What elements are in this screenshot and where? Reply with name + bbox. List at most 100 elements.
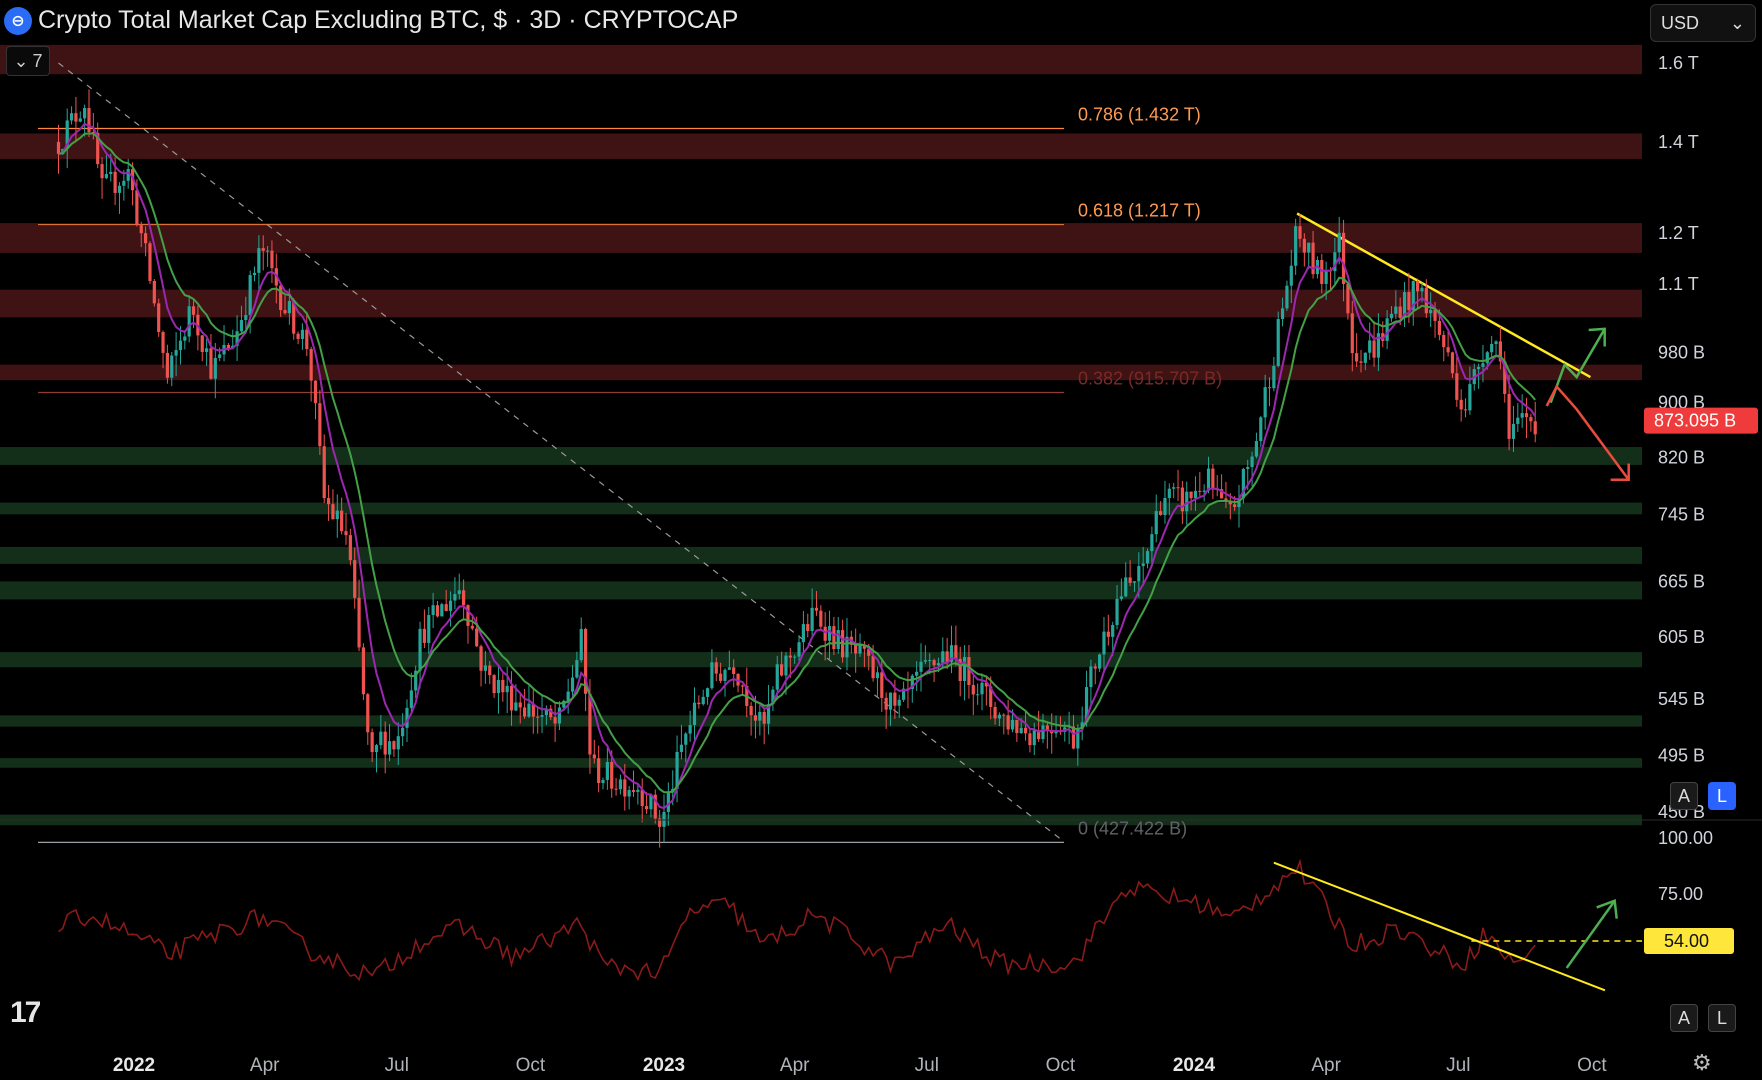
candle [531,688,535,734]
candle [1442,330,1446,362]
candle [117,182,122,214]
candle [1198,471,1202,496]
settings-gear-icon[interactable]: ⚙ [1692,1050,1712,1075]
osc-auto-scale-button[interactable]: A [1670,1004,1698,1032]
candle [1459,389,1463,422]
moving-averages [58,122,1537,810]
candle [152,278,156,307]
candle [989,676,993,720]
bearish-arrow [1545,384,1630,481]
candle [1341,219,1346,302]
candle [727,650,731,670]
candle [483,650,487,684]
candle [283,295,287,315]
tradingview-logo-icon[interactable]: 17 [10,996,41,1029]
candle [427,606,431,655]
candle [1159,501,1163,516]
candle [597,745,601,793]
candle [69,106,74,125]
fib-label-3: 0 (427.422 B) [1078,818,1187,838]
candle [318,390,322,455]
support-zone-1 [0,502,1642,515]
oscillator-trendline [1273,861,1606,992]
price-tick-label: 665 B [1658,571,1705,591]
support-zone-3 [0,581,1642,600]
oscillator-bullish-arrow-head [1596,898,1618,919]
candle [1176,469,1180,501]
candle [1045,722,1049,749]
candle [1163,480,1167,524]
candle [841,619,845,663]
candle [213,342,217,399]
currency-select[interactable]: USD ⌄ [1650,4,1756,42]
price-tick-label: 1.2 T [1658,223,1699,243]
support-zone-4 [0,652,1642,668]
candle [257,235,261,292]
candle [784,652,788,695]
candle [658,809,662,848]
candle [200,335,204,362]
candle [1054,715,1058,738]
time-tick-label: 2024 [1173,1055,1216,1076]
candle [252,266,257,282]
candle [1389,306,1394,322]
candle [814,591,819,616]
candle [745,667,749,718]
candle [457,573,461,600]
candle [296,331,300,345]
candle [309,346,313,402]
price-auto-scale-button[interactable]: A [1670,782,1698,810]
candle [1520,394,1524,428]
fibonacci-levels: 0.786 (1.432 T) 0.618 (1.217 T) 0.382 (915… [38,105,1222,843]
candle [1224,481,1228,509]
candle [183,330,187,350]
price-tick-label: 1.1 T [1658,274,1699,294]
candle [1124,562,1128,598]
price-log-scale-button[interactable]: L [1708,782,1736,810]
collapse-indicators-button[interactable]: ⌄ 7 [6,46,50,76]
candle [919,643,923,692]
candle [1167,483,1171,516]
candle [353,547,357,609]
candle [723,668,727,697]
time-axis[interactable]: 2022 Apr Jul Oct 2023 Apr Jul Oct 2024 Apr Jul Oct [113,1055,1608,1076]
candle [1385,310,1389,349]
candle [414,665,418,699]
oscillator-line [58,858,1536,982]
candle [557,701,562,731]
candle [1172,482,1176,499]
chart-title: Crypto Total Market Cap Excluding BTC, $… [38,6,739,34]
candle [1032,722,1036,756]
candle [1376,313,1381,372]
time-tick-label: Apr [780,1055,810,1076]
candle [239,305,244,335]
support-zone-2 [0,546,1642,564]
osc-log-scale-button[interactable]: L [1708,1004,1736,1032]
candle [958,646,962,697]
candle [392,740,396,757]
candle [366,692,370,745]
time-tick-label: Jul [385,1055,409,1076]
bullish-arrow [1549,328,1606,404]
candle [1276,311,1280,368]
candle [74,96,78,143]
candle [823,612,827,661]
candle [705,687,710,705]
candle [553,703,557,742]
candle [187,295,191,343]
time-tick-label: Oct [1577,1055,1607,1076]
candle [875,666,880,698]
candle [492,674,496,698]
time-tick-label: 2022 [113,1055,155,1076]
candle [997,712,1002,727]
candle [1237,484,1241,528]
descending-resistance-trendline [1296,212,1592,379]
candle [570,664,575,700]
time-tick-label: Jul [915,1055,939,1076]
candle [178,326,183,365]
candle [1115,584,1119,630]
candle [313,380,318,420]
trendlines [58,62,1592,840]
candle [1359,350,1363,373]
